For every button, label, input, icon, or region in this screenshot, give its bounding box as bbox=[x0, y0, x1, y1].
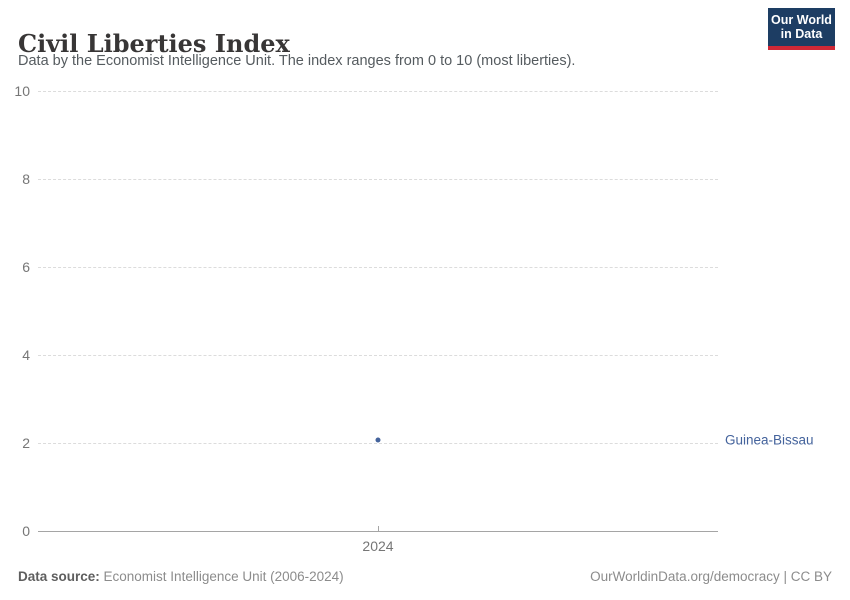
page-title: Civil Liberties Index bbox=[18, 29, 290, 59]
data-point[interactable] bbox=[375, 437, 381, 443]
y-tick-label: 4 bbox=[22, 347, 30, 363]
data-source-label: Data source: bbox=[18, 569, 100, 584]
chart-subtitle: Data by the Economist Intelligence Unit.… bbox=[18, 53, 576, 69]
data-source-value: Economist Intelligence Unit (2006-2024) bbox=[99, 569, 344, 584]
gridline bbox=[38, 267, 718, 268]
owid-logo-line2: in Data bbox=[780, 27, 823, 41]
x-axis-line bbox=[38, 531, 718, 532]
y-tick-label: 6 bbox=[22, 259, 30, 275]
gridline bbox=[38, 179, 718, 180]
gridline bbox=[38, 443, 718, 444]
data-source-note: Data source: Economist Intelligence Unit… bbox=[18, 569, 344, 584]
series-entity-label[interactable]: Guinea-Bissau bbox=[725, 432, 814, 448]
gridline bbox=[38, 355, 718, 356]
y-tick-label: 8 bbox=[22, 171, 30, 187]
y-axis: 0 2 4 6 8 10 bbox=[0, 83, 30, 539]
y-tick-label: 0 bbox=[22, 523, 30, 539]
y-tick-label: 2 bbox=[22, 435, 30, 451]
credit-link[interactable]: OurWorldinData.org/democracy | CC BY bbox=[590, 569, 832, 584]
owid-logo[interactable]: Our World in Data bbox=[768, 8, 835, 50]
x-tick-label: 2024 bbox=[362, 538, 394, 554]
chart-plot-area: 2024 Guinea-Bissau bbox=[38, 91, 814, 554]
owid-logo-line1: Our World bbox=[771, 12, 832, 27]
x-tick-mark bbox=[378, 526, 379, 531]
gridline bbox=[38, 91, 718, 92]
y-tick-label: 10 bbox=[14, 83, 30, 99]
